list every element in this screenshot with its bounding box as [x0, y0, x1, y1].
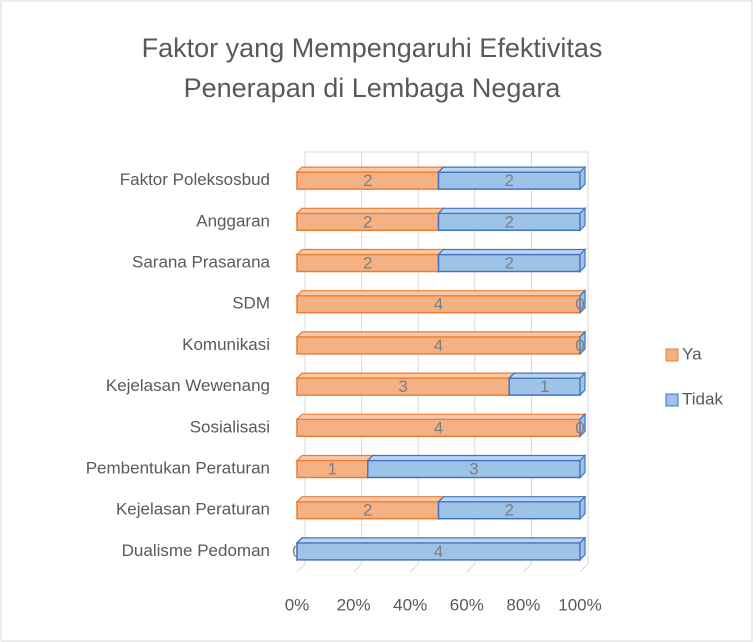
legend-swatch	[665, 348, 679, 362]
data-label: 2	[363, 253, 372, 272]
data-label: 4	[434, 336, 443, 355]
grid-line	[523, 563, 532, 573]
category-label: Sosialisasi	[190, 417, 270, 436]
bar-side	[579, 330, 586, 356]
data-label: 0	[575, 295, 584, 314]
bar-side	[579, 289, 586, 315]
data-label: 2	[363, 171, 372, 190]
category-label: SDM	[232, 294, 270, 313]
x-tick-label: 60%	[450, 595, 484, 614]
data-label: 2	[363, 212, 372, 231]
bar-side	[579, 206, 586, 232]
data-label: 2	[505, 171, 514, 190]
x-tick-label: 100%	[558, 595, 601, 614]
category-label: Kejelasan Peraturan	[116, 500, 270, 519]
data-label: 4	[434, 295, 443, 314]
category-label: Sarana Prasarana	[132, 252, 271, 271]
data-label: 4	[434, 542, 443, 561]
data-label: 0	[575, 336, 584, 355]
grid-line	[353, 563, 362, 573]
data-label: 3	[398, 377, 407, 396]
chart-title: Penerapan di Lembaga Negara	[184, 73, 562, 103]
category-label: Komunikasi	[182, 335, 270, 354]
legend-label: Tidak	[682, 389, 723, 408]
data-label: 3	[469, 459, 478, 478]
x-tick-label: 0%	[285, 595, 310, 614]
data-label: 2	[505, 501, 514, 520]
bar-side	[579, 371, 586, 397]
bar-side	[579, 248, 586, 273]
x-tick-label: 40%	[393, 595, 427, 614]
bar-side	[579, 165, 586, 191]
data-label: 0	[575, 418, 584, 437]
category-label: Pembentukan Peraturan	[86, 458, 270, 477]
data-label: 2	[505, 253, 514, 272]
legend-label: Ya	[682, 344, 702, 363]
data-label: 2	[505, 212, 514, 231]
x-tick-label: 20%	[337, 595, 371, 614]
grid-line	[409, 563, 419, 573]
bar-side	[579, 536, 586, 562]
bar-side	[579, 454, 586, 479]
data-label: 4	[434, 418, 443, 437]
grid-line	[579, 563, 589, 573]
category-label: Anggaran	[196, 211, 270, 230]
chart-title: Faktor yang Mempengaruhi Efektivitas	[142, 33, 603, 63]
data-label: 1	[540, 377, 549, 396]
grid-line	[466, 563, 476, 573]
data-label: 2	[363, 501, 372, 520]
bar-side	[579, 495, 586, 521]
bar-side	[579, 412, 586, 438]
data-label: 1	[328, 459, 337, 478]
category-label: Kejelasan Wewenang	[106, 376, 270, 395]
category-label: Faktor Poleksosbud	[120, 170, 270, 189]
legend-swatch	[665, 393, 679, 407]
x-tick-label: 80%	[506, 595, 540, 614]
grid-line	[296, 563, 306, 573]
category-label: Dualisme Pedoman	[122, 541, 270, 560]
